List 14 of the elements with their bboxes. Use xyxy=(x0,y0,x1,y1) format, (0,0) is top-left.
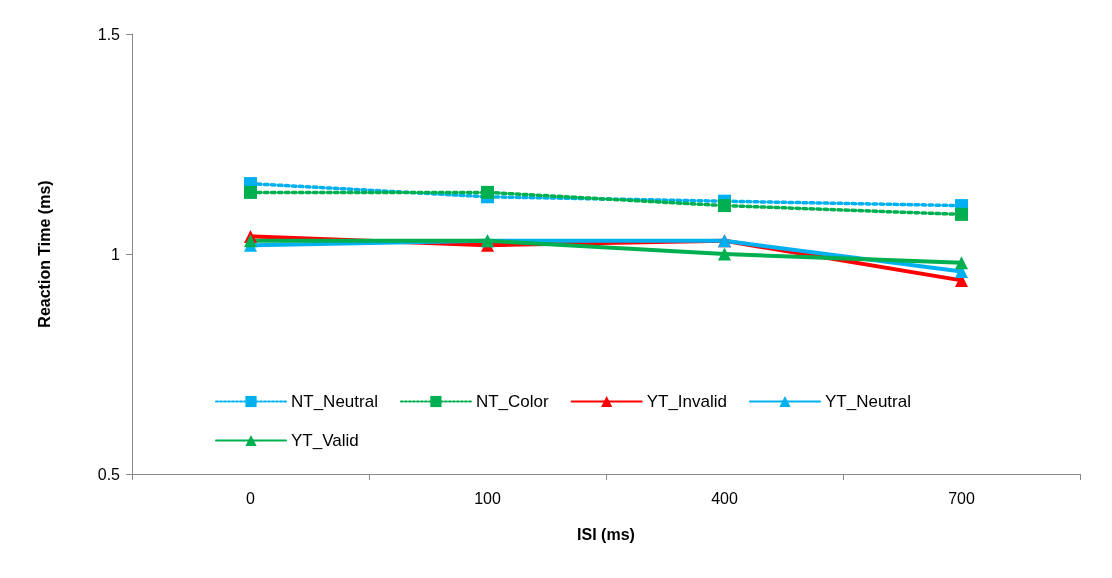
legend-label: NT_Color xyxy=(475,392,549,411)
y-tick-label: 1 xyxy=(111,245,121,263)
x-tick-label: 700 xyxy=(948,489,975,507)
x-tick-label: 100 xyxy=(474,489,501,507)
legend-label: YT_Neutral xyxy=(824,392,911,411)
y-tick-label: 1.5 xyxy=(97,25,121,43)
y-axis-title: Reaction Time (ms) xyxy=(35,180,53,328)
legend-label: YT_Invalid xyxy=(646,392,727,411)
y-tick-label: 0.5 xyxy=(97,465,121,483)
legend-label: YT_Valid xyxy=(291,431,359,450)
x-tick-label: 0 xyxy=(246,489,256,507)
x-tick-label: 400 xyxy=(711,489,738,507)
legend-label: NT_Neutral xyxy=(291,392,378,411)
x-axis-title: ISI (ms) xyxy=(577,525,635,543)
